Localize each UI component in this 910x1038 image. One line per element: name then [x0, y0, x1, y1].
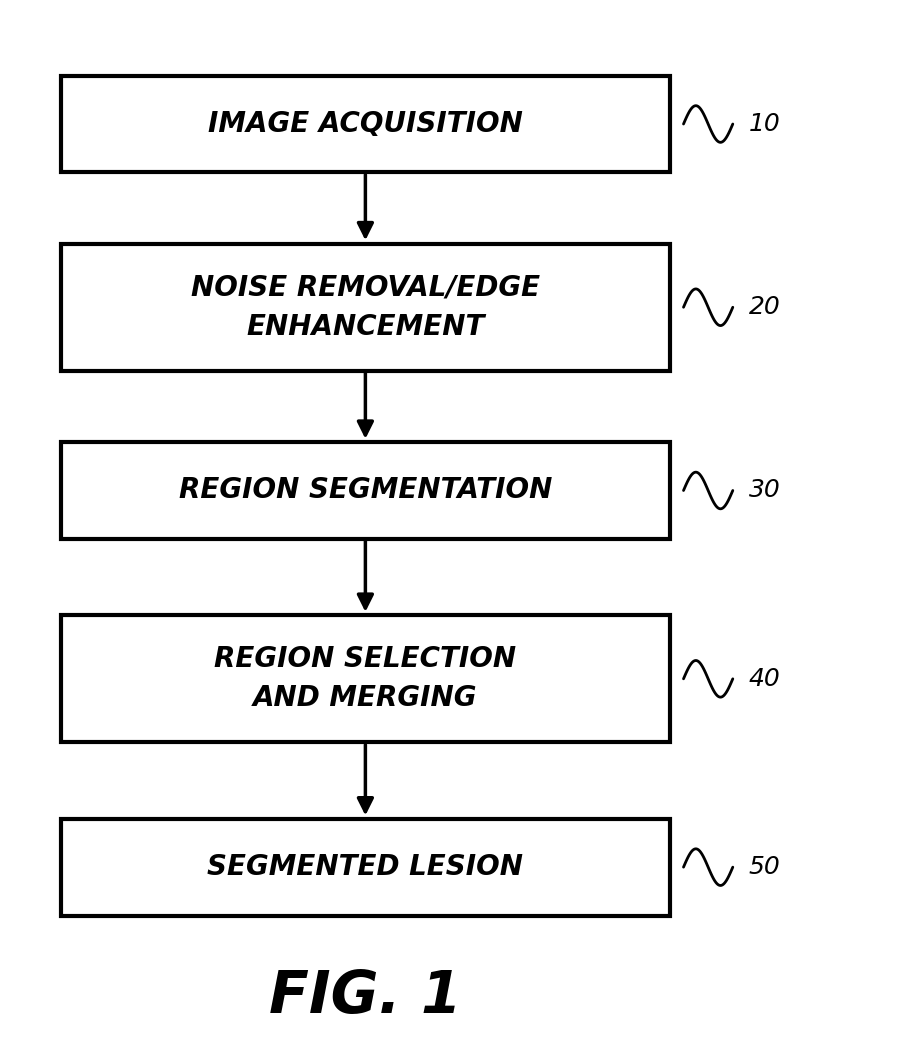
FancyBboxPatch shape: [61, 819, 670, 916]
Text: 40: 40: [749, 666, 781, 691]
Text: 50: 50: [749, 855, 781, 879]
Text: 30: 30: [749, 479, 781, 502]
Text: 10: 10: [749, 112, 781, 136]
Text: 20: 20: [749, 295, 781, 320]
Text: REGION SELECTION
AND MERGING: REGION SELECTION AND MERGING: [215, 646, 517, 712]
Text: SEGMENTED LESION: SEGMENTED LESION: [207, 853, 523, 881]
Text: IMAGE ACQUISITION: IMAGE ACQUISITION: [208, 110, 523, 138]
Text: REGION SEGMENTATION: REGION SEGMENTATION: [178, 476, 552, 504]
FancyBboxPatch shape: [61, 442, 670, 539]
Text: FIG. 1: FIG. 1: [269, 967, 461, 1025]
FancyBboxPatch shape: [61, 76, 670, 172]
FancyBboxPatch shape: [61, 616, 670, 742]
FancyBboxPatch shape: [61, 244, 670, 371]
Text: NOISE REMOVAL/EDGE
ENHANCEMENT: NOISE REMOVAL/EDGE ENHANCEMENT: [191, 274, 540, 340]
